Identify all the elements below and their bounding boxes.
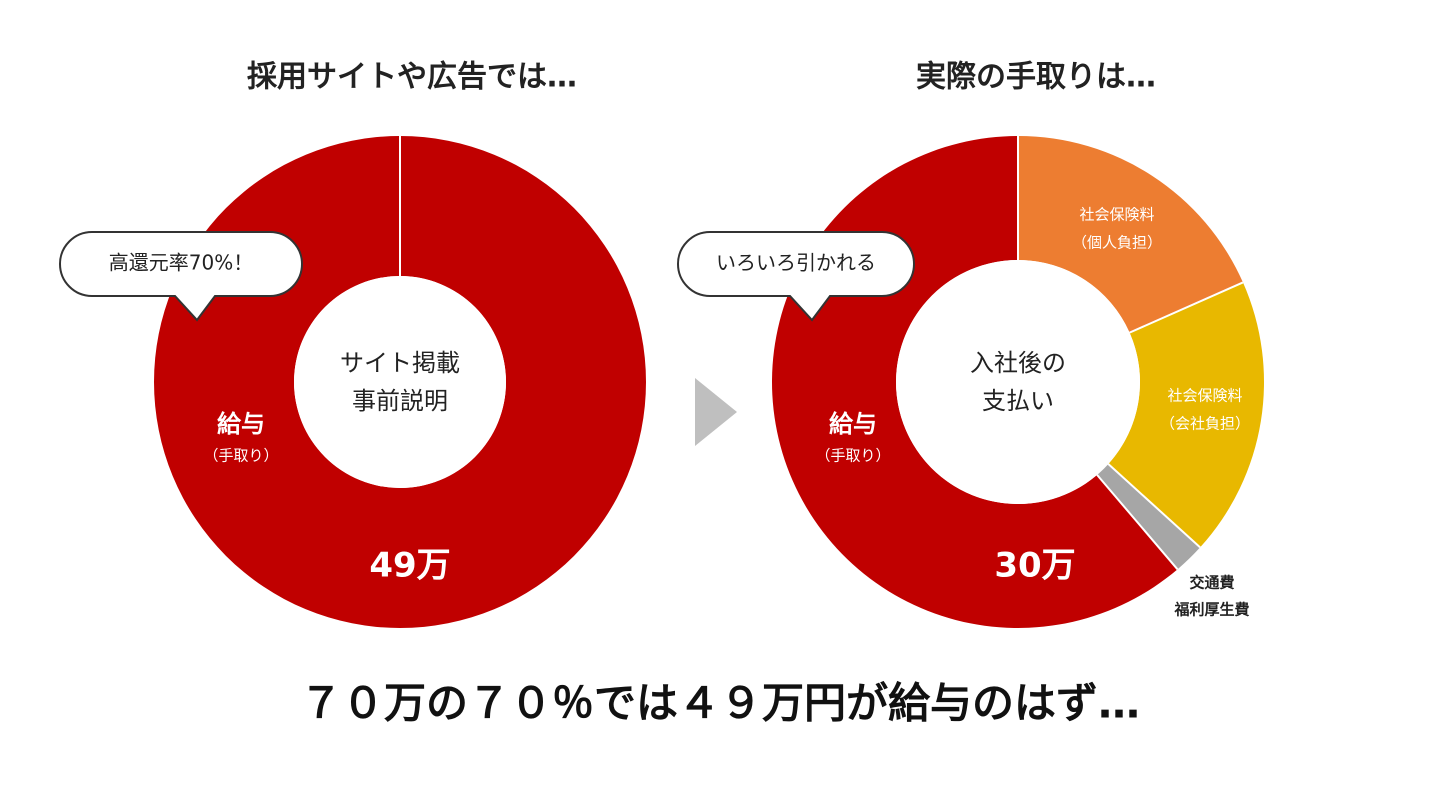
center-label: 事前説明 — [352, 387, 448, 415]
center-label: 入社後の — [970, 349, 1066, 377]
segment-separator — [1096, 474, 1179, 570]
donut-segment — [1018, 136, 1243, 333]
chart-title: 実際の手取りは… — [916, 60, 1156, 95]
callout: 高還元率70%！ — [109, 251, 253, 275]
segment-label: （個人負担） — [1072, 234, 1162, 252]
segment-label: 福利厚生費 — [1173, 601, 1249, 619]
segment-label: （手取り） — [815, 447, 890, 465]
segment-label: 社会保険料 — [1079, 206, 1154, 224]
center-label: 支払い — [982, 387, 1054, 415]
segment-label: （会社負担） — [1160, 415, 1250, 433]
speech-bubble — [59, 231, 303, 322]
segment-separator — [1129, 281, 1244, 334]
center-label: サイト掲載 — [340, 349, 460, 377]
segment-separator — [1107, 463, 1201, 549]
donut-hole — [294, 276, 506, 488]
segment-label: 交通費 — [1189, 574, 1234, 592]
caption: ７０万の７０％では４９万円が給与のはず… — [300, 679, 1140, 728]
arrow — [695, 378, 737, 446]
callout: いろいろ引かれる — [716, 251, 876, 275]
segment-label: 給与 — [829, 410, 877, 438]
segment-label: （手取り） — [203, 447, 278, 465]
segment-label: 社会保険料 — [1167, 387, 1242, 405]
value-label: 30万 — [994, 546, 1075, 586]
chart-title: 採用サイトや広告では… — [247, 60, 577, 95]
donut-segment — [1097, 464, 1201, 570]
donut-segment — [1108, 282, 1265, 548]
segment-label: 給与 — [217, 410, 265, 438]
value-label: 49万 — [369, 546, 450, 586]
donut-hole — [896, 260, 1140, 504]
speech-bubble — [677, 231, 915, 322]
